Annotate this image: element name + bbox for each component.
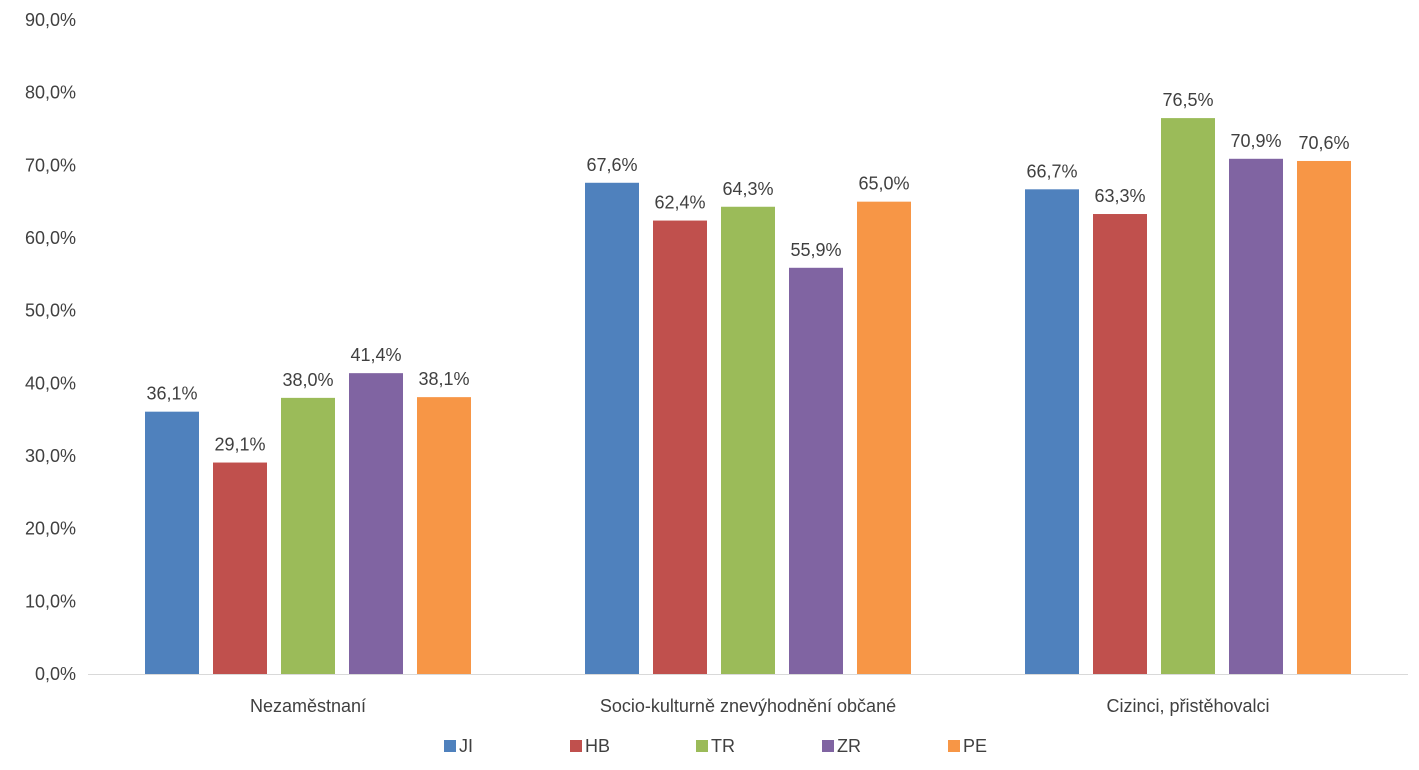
legend-swatch-pe xyxy=(948,740,960,752)
data-label-tr-1: 64,3% xyxy=(722,179,773,199)
y-tick-label: 60,0% xyxy=(25,228,76,248)
bar-pe-2 xyxy=(1297,160,1351,674)
data-label-tr-0: 38,0% xyxy=(282,370,333,390)
bar-ji-0 xyxy=(145,411,199,674)
data-label-pe-0: 38,1% xyxy=(418,369,469,389)
data-label-hb-1: 62,4% xyxy=(654,193,705,213)
bar-hb-2 xyxy=(1093,214,1147,674)
x-category-label: Socio-kulturně znevýhodnění občané xyxy=(600,696,896,716)
bar-tr-1 xyxy=(721,206,775,674)
legend-swatch-hb xyxy=(570,740,582,752)
y-tick-label: 40,0% xyxy=(25,373,76,393)
y-tick-label: 20,0% xyxy=(25,519,76,539)
y-axis: 0,0% 10,0% 20,0% 30,0% 40,0% 50,0% 60,0% 70,0% 8… xyxy=(25,10,76,684)
legend: JI HB TR ZR PE xyxy=(444,736,987,756)
y-tick-label: 80,0% xyxy=(25,83,76,103)
bar-tr-2 xyxy=(1161,118,1215,675)
legend-label-ji: JI xyxy=(459,736,473,756)
x-axis: Nezaměstnaní Socio-kulturně znevýhodnění … xyxy=(250,696,1270,716)
legend-label-tr: TR xyxy=(711,736,735,756)
y-tick-label: 70,0% xyxy=(25,155,76,175)
data-label-zr-1: 55,9% xyxy=(790,240,841,260)
data-label-zr-2: 70,9% xyxy=(1230,131,1281,151)
data-label-ji-1: 67,6% xyxy=(586,155,637,175)
bar-series-group xyxy=(145,118,1351,675)
data-label-ji-2: 66,7% xyxy=(1026,161,1077,181)
data-label-pe-2: 70,6% xyxy=(1298,133,1349,153)
y-tick-label: 90,0% xyxy=(25,10,76,30)
x-category-label: Nezaměstnaní xyxy=(250,696,366,716)
legend-label-pe: PE xyxy=(963,736,987,756)
bar-zr-1 xyxy=(789,267,843,674)
bar-ji-2 xyxy=(1025,189,1079,674)
bar-tr-0 xyxy=(281,397,335,674)
data-label-hb-0: 29,1% xyxy=(214,435,265,455)
bar-zr-0 xyxy=(349,373,403,674)
bar-hb-1 xyxy=(653,220,707,674)
y-tick-label: 10,0% xyxy=(25,591,76,611)
legend-swatch-ji xyxy=(444,740,456,752)
legend-swatch-zr xyxy=(822,740,834,752)
data-label-tr-2: 76,5% xyxy=(1162,90,1213,110)
bar-ji-1 xyxy=(585,182,639,675)
legend-label-zr: ZR xyxy=(837,736,861,756)
data-label-pe-1: 65,0% xyxy=(858,174,909,194)
data-label-zr-0: 41,4% xyxy=(350,345,401,365)
bar-pe-1 xyxy=(857,201,911,674)
bar-pe-0 xyxy=(417,397,471,674)
data-label-ji-0: 36,1% xyxy=(146,384,197,404)
bar-hb-0 xyxy=(213,462,267,674)
bar-zr-2 xyxy=(1229,158,1283,674)
data-label-hb-2: 63,3% xyxy=(1094,186,1145,206)
y-tick-label: 50,0% xyxy=(25,301,76,321)
y-tick-label: 30,0% xyxy=(25,446,76,466)
legend-swatch-tr xyxy=(696,740,708,752)
legend-label-hb: HB xyxy=(585,736,610,756)
data-labels-group: 36,1% 29,1% 38,0% 41,4% 38,1% 67,6% 62,4% 64,3%… xyxy=(146,90,1349,454)
x-category-label: Cizinci, přistěhovalci xyxy=(1106,696,1269,716)
y-tick-label: 0,0% xyxy=(35,664,76,684)
